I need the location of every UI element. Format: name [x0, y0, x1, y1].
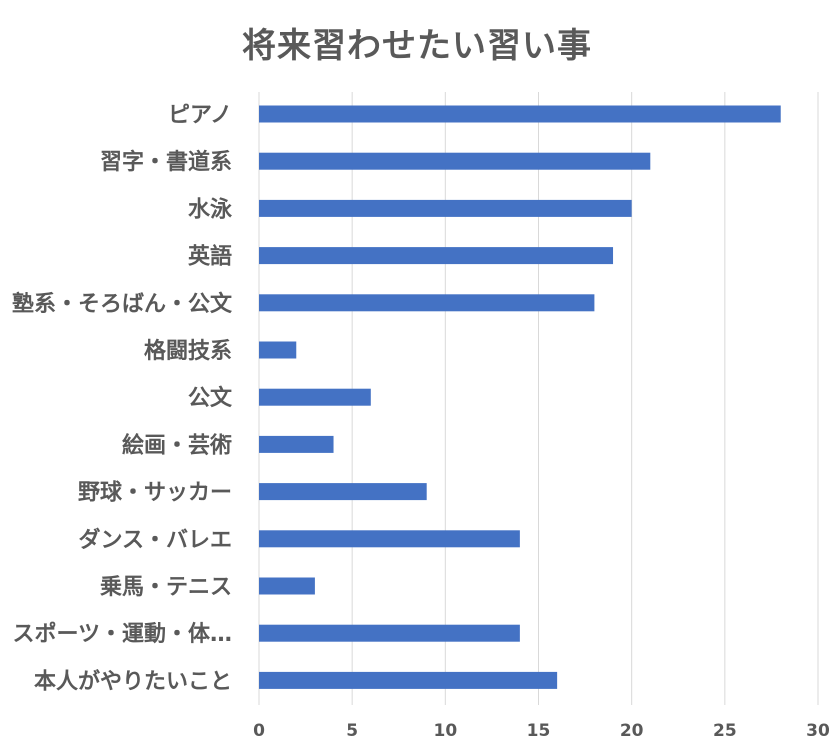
- bar: [259, 671, 558, 689]
- bar: [259, 199, 632, 217]
- bar: [259, 105, 781, 123]
- category-label: 公文: [188, 385, 233, 411]
- category-label: 塾系・そろばん・公文: [12, 291, 233, 317]
- chart-title: 将来習わせたい習い事: [242, 26, 592, 66]
- x-tick-labels: 0 5 10 15 20 25 30: [253, 721, 830, 741]
- category-label: スポーツ・運動・体…: [12, 621, 232, 647]
- category-label: 格闘技系: [144, 338, 232, 364]
- category-label: 英語: [188, 244, 232, 270]
- bar: [259, 624, 520, 642]
- bars: [259, 105, 781, 689]
- bar: [259, 294, 595, 312]
- category-labels: ピアノ習字・書道系水泳英語塾系・そろばん・公文格闘技系公文絵画・芸術野球・サッカ…: [12, 103, 233, 694]
- category-label: 習字・書道系: [100, 149, 232, 175]
- x-tick-label: 25: [713, 721, 737, 741]
- x-tick-label: 20: [620, 721, 644, 741]
- category-label: 水泳: [188, 197, 233, 222]
- bar: [259, 152, 651, 170]
- bar: [259, 247, 614, 265]
- x-tick-label: 0: [253, 721, 265, 741]
- x-tick-label: 30: [806, 721, 830, 741]
- bar: [259, 435, 334, 453]
- category-label: ピアノ: [168, 103, 232, 128]
- x-tick-label: 15: [527, 721, 551, 741]
- bar: [259, 530, 520, 548]
- category-label: 乗馬・テニス: [100, 575, 232, 600]
- x-tick-label: 10: [433, 721, 457, 741]
- bar: [259, 341, 297, 359]
- bar: [259, 483, 427, 501]
- category-label: 野球・サッカー: [78, 481, 232, 506]
- category-label: 絵画・芸術: [122, 432, 232, 458]
- category-label: 本人がやりたいこと: [34, 668, 232, 694]
- category-label: ダンス・バレエ: [78, 527, 232, 553]
- bar: [259, 388, 371, 406]
- x-tick-label: 5: [346, 721, 358, 741]
- bar: [259, 577, 315, 595]
